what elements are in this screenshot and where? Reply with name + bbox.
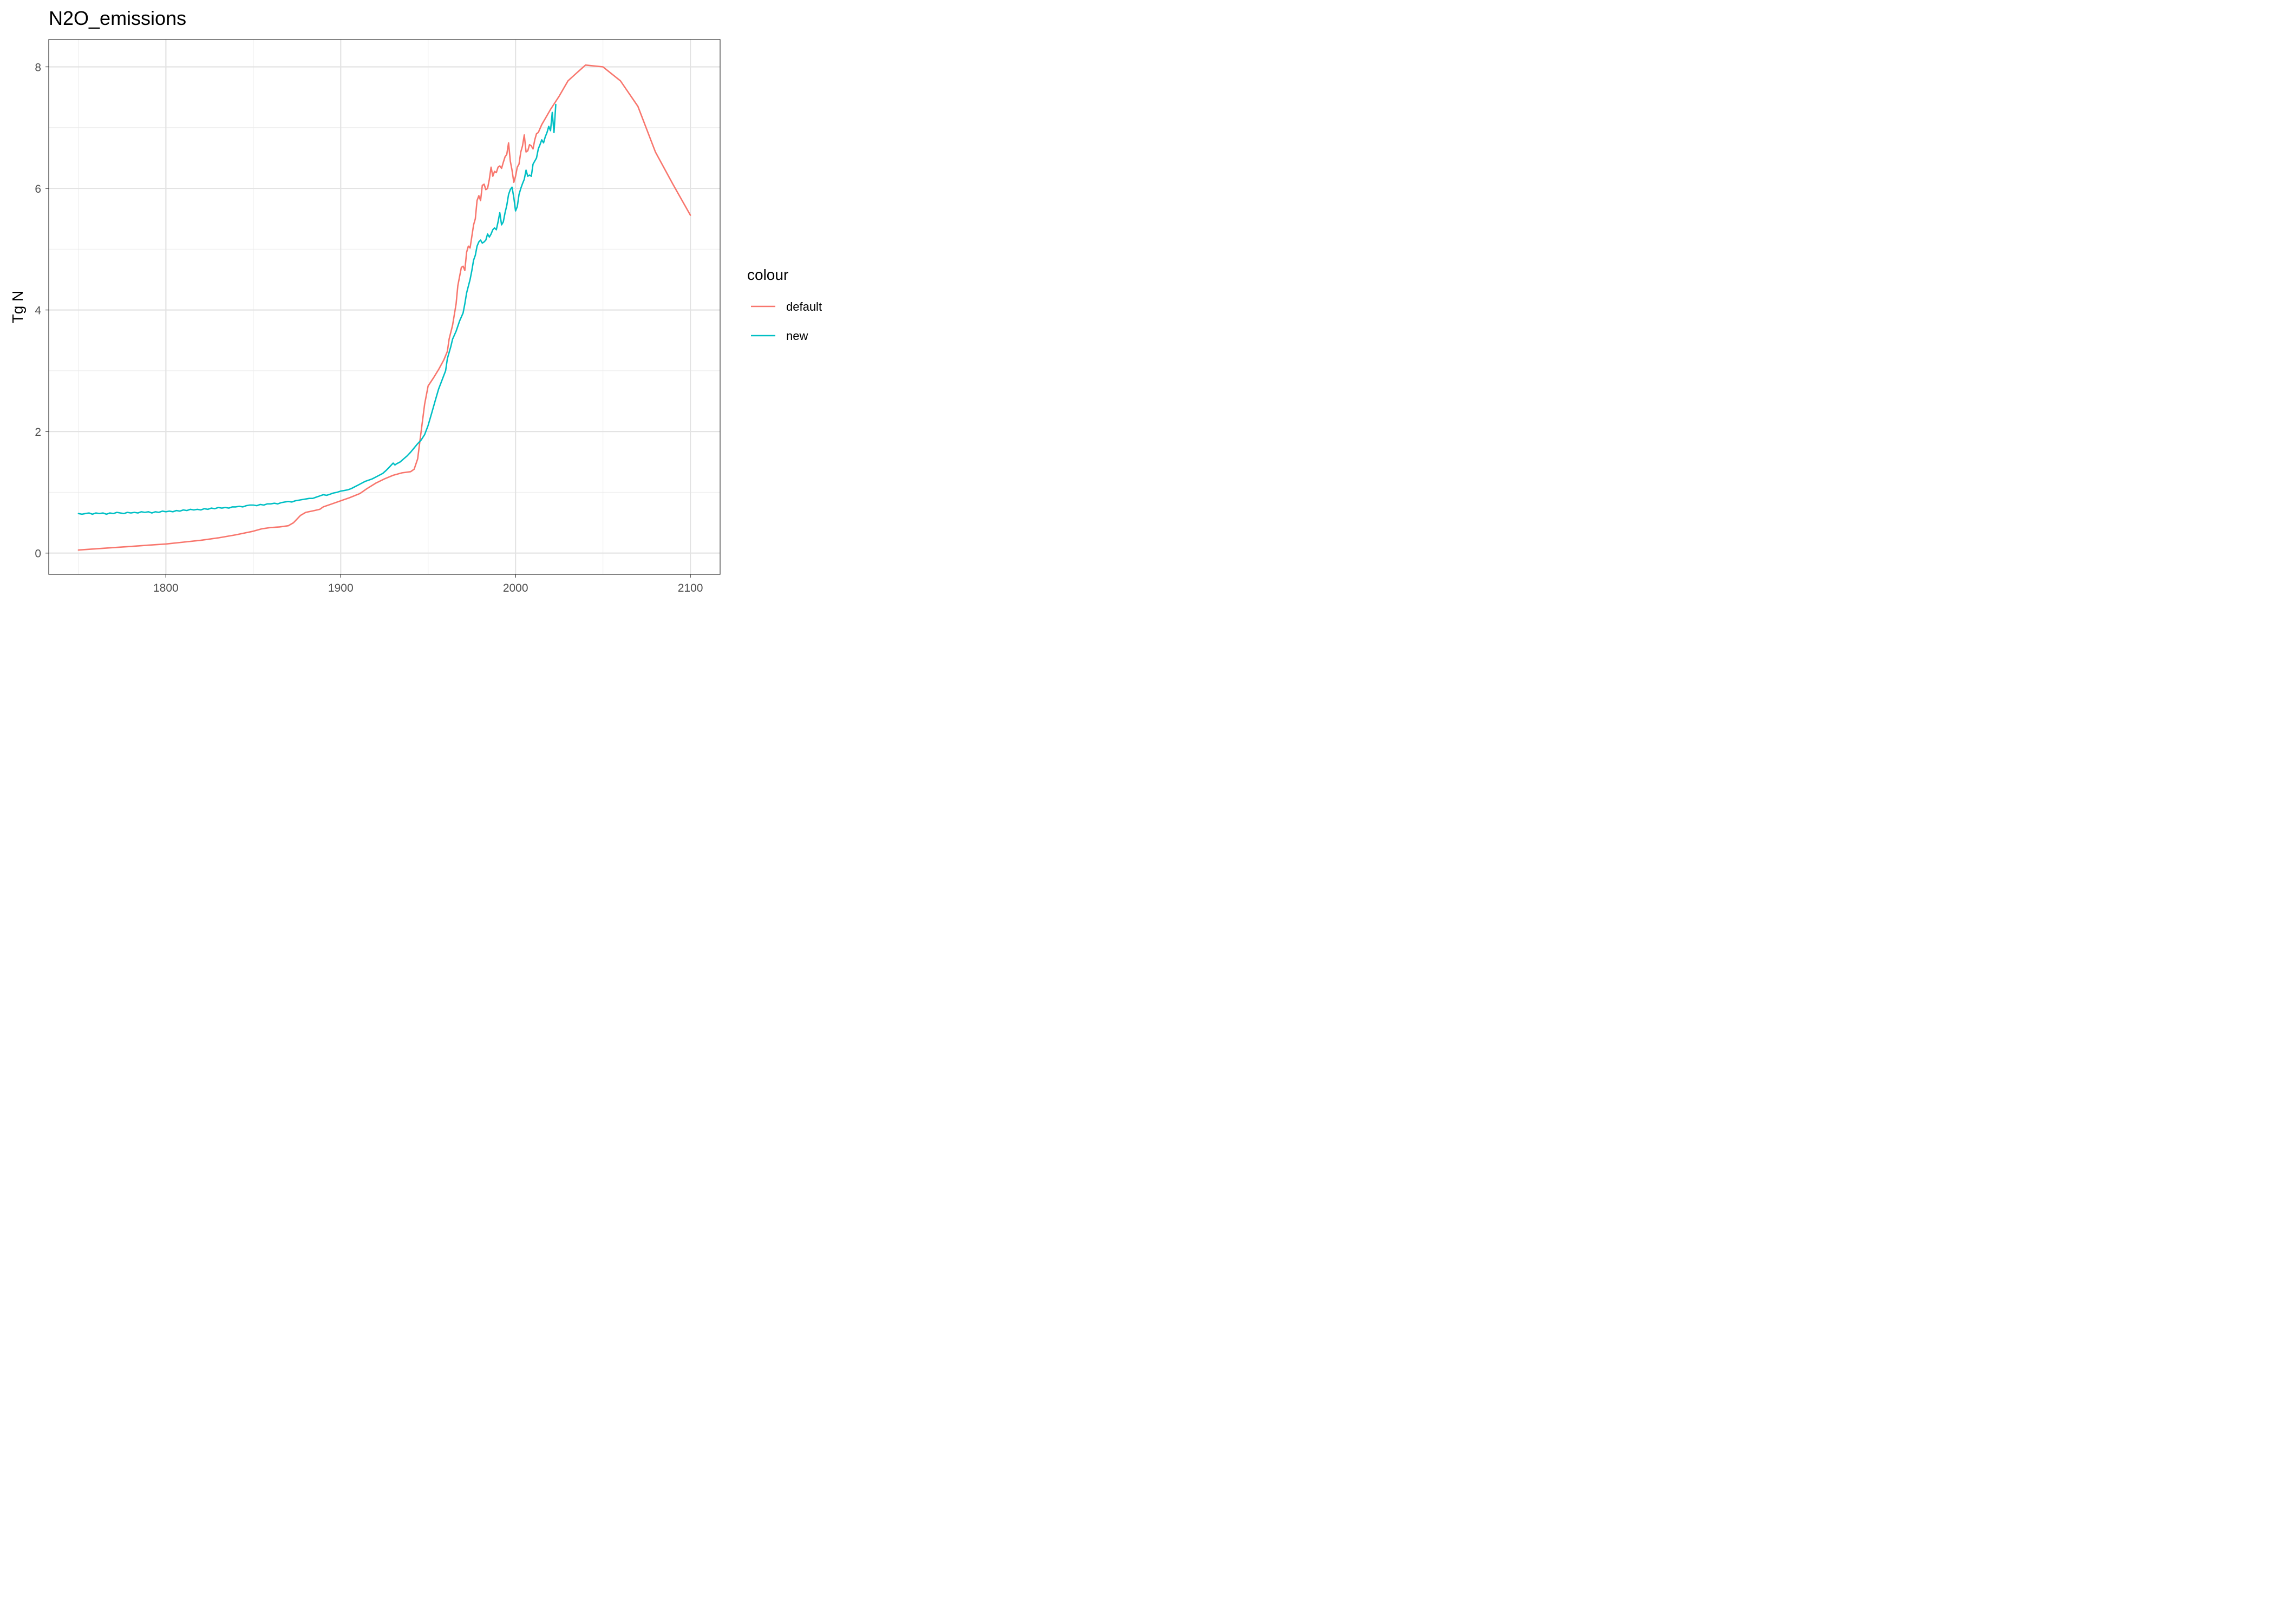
chart-root: N2O_emissions 1800 1900 2000 2100 0 2 4 6 8 Tg … [9, 7, 822, 594]
legend-title: colour [747, 266, 788, 283]
chart-title: N2O_emissions [49, 7, 186, 29]
y-tick-label: 6 [35, 183, 41, 195]
series-line-new [77, 103, 557, 515]
y-tick-label: 0 [35, 548, 41, 560]
y-axis-title: Tg N [9, 291, 26, 324]
series-line-default [77, 64, 691, 551]
x-tick-label: 1800 [153, 582, 179, 594]
y-tick-label: 2 [35, 426, 41, 438]
legend-label-new: new [786, 329, 808, 343]
minor-gridlines [49, 40, 720, 574]
x-tick-label: 1900 [328, 582, 354, 594]
y-tick-label: 4 [35, 305, 41, 317]
x-tick-label: 2000 [503, 582, 528, 594]
legend-items: default new [751, 300, 822, 343]
y-tick-label: 8 [35, 62, 41, 74]
plot-border [48, 39, 721, 575]
plot-panel [49, 40, 720, 574]
x-axis: 1800 1900 2000 2100 [153, 574, 703, 594]
major-gridlines [49, 40, 720, 574]
legend-label-default: default [786, 300, 822, 313]
x-tick-label: 2100 [678, 582, 703, 594]
legend: colour default new [747, 266, 822, 343]
series-lines [77, 64, 691, 551]
y-axis: 0 2 4 6 8 [35, 62, 49, 560]
